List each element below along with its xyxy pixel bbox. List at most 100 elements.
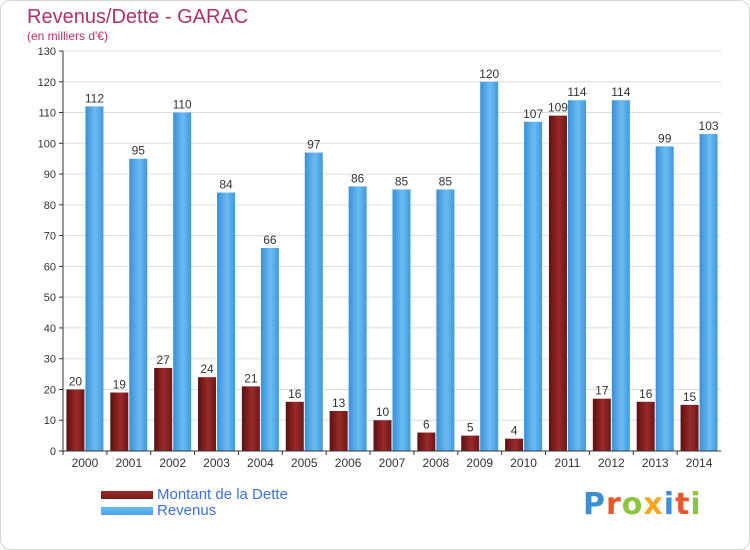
x-tick-label: 2014: [686, 456, 713, 470]
y-tick-label: 0: [50, 446, 56, 458]
proxiti-logo: Proxiti: [583, 487, 702, 522]
y-tick-label: 70: [44, 231, 56, 243]
x-tick-label: 2013: [642, 456, 669, 470]
chart-subtitle: (en milliers d'€): [27, 29, 108, 43]
bar-revenue-2010: [524, 121, 543, 452]
data-label-revenue-2009: 120: [479, 67, 499, 81]
x-tick-label: 2008: [423, 456, 450, 470]
data-label-debt-2010: 4: [511, 424, 518, 438]
bar-debt-2013: [636, 401, 655, 451]
data-label-debt-2006: 13: [332, 396, 346, 410]
data-label-revenue-2010: 107: [523, 107, 543, 121]
bar-debt-2007: [373, 420, 392, 451]
y-tick-label: 130: [38, 46, 56, 58]
data-label-revenue-2005: 97: [307, 138, 321, 152]
x-tick-label: 2009: [466, 456, 493, 470]
bar-revenue-2000: [85, 106, 104, 451]
x-tick-label: 2007: [379, 456, 406, 470]
y-tick-label: 80: [44, 200, 56, 212]
bar-revenue-2002: [173, 112, 192, 452]
logo-letter: o: [621, 487, 644, 522]
data-label-revenue-2011: 114: [567, 85, 586, 99]
data-label-debt-2013: 16: [639, 387, 653, 401]
y-tick-label: 40: [44, 323, 56, 335]
bar-debt-2006: [329, 411, 348, 451]
x-tick-label: 2006: [335, 456, 362, 470]
x-tick-label: 2011: [555, 456, 581, 470]
bar-revenue-2003: [217, 192, 236, 452]
data-label-revenue-2008: 85: [439, 174, 453, 188]
data-label-debt-2001: 19: [113, 378, 127, 392]
bar-debt-2003: [198, 377, 217, 451]
y-tick-label: 20: [44, 384, 56, 396]
bar-debt-2009: [461, 435, 480, 451]
bar-debt-2002: [154, 367, 173, 451]
data-label-debt-2007: 10: [376, 405, 390, 419]
bar-debt-2014: [680, 404, 699, 451]
bar-revenue-2005: [304, 152, 323, 452]
data-label-debt-2002: 27: [156, 353, 170, 367]
y-tick-label: 30: [44, 354, 56, 366]
bar-revenue-2006: [348, 186, 367, 451]
legend-label-debt: Montant de la Dette: [157, 486, 288, 503]
bar-revenue-2007: [392, 189, 411, 451]
y-tick-label: 10: [44, 415, 56, 427]
bar-revenue-2013: [655, 146, 674, 451]
bar-revenue-2004: [260, 247, 279, 451]
data-label-debt-2004: 21: [244, 371, 258, 385]
data-label-revenue-2006: 86: [351, 171, 365, 185]
bar-debt-2000: [66, 389, 85, 451]
data-label-revenue-2013: 99: [658, 131, 672, 145]
data-label-debt-2003: 24: [200, 362, 214, 376]
y-tick-label: 120: [38, 77, 56, 89]
x-tick-label: 2000: [72, 456, 99, 470]
data-label-debt-2008: 6: [423, 418, 430, 432]
data-label-debt-2011: 109: [548, 101, 568, 115]
bar-revenue-2009: [480, 81, 499, 452]
logo-letter: i: [663, 487, 676, 522]
x-tick-label: 2001: [115, 456, 142, 470]
bar-revenue-2011: [567, 100, 586, 451]
bar-debt-2008: [417, 432, 436, 451]
logo-letter: P: [583, 487, 606, 522]
y-tick-label: 100: [38, 138, 56, 150]
chart-title: Revenus/Dette - GARAC: [27, 6, 249, 28]
bar-debt-2005: [285, 401, 304, 451]
x-tick-label: 2004: [247, 456, 274, 470]
logo-letter: r: [606, 487, 622, 522]
bar-debt-2010: [505, 438, 524, 451]
x-tick-label: 2012: [598, 456, 625, 470]
bar-debt-2001: [110, 392, 129, 451]
data-label-revenue-2014: 103: [699, 119, 719, 133]
data-label-revenue-2001: 95: [132, 144, 146, 158]
bar-revenue-2014: [699, 134, 718, 452]
logo-letter: x: [643, 487, 664, 522]
data-label-revenue-2003: 84: [219, 178, 233, 192]
legend-swatch-revenue: [101, 507, 153, 515]
data-label-debt-2014: 15: [683, 390, 697, 404]
logo-letter: t: [675, 487, 691, 522]
data-label-debt-2000: 20: [69, 374, 83, 388]
logo-letter: i: [690, 487, 702, 522]
bar-debt-2011: [548, 115, 567, 451]
x-tick-label: 2005: [291, 456, 318, 470]
legend-label-revenue: Revenus: [157, 502, 217, 519]
y-tick-label: 90: [44, 169, 56, 181]
bar-debt-2004: [241, 386, 260, 451]
x-tick-label: 2010: [510, 456, 537, 470]
x-tick-label: 2002: [159, 456, 186, 470]
x-tick-label: 2003: [203, 456, 230, 470]
data-label-revenue-2007: 85: [395, 174, 409, 188]
data-label-revenue-2012: 114: [611, 85, 630, 99]
y-tick-label: 50: [44, 292, 56, 304]
bar-revenue-2012: [611, 100, 630, 451]
y-tick-label: 110: [38, 108, 56, 120]
data-label-revenue-2004: 66: [263, 233, 277, 247]
bar-revenue-2008: [436, 189, 455, 451]
data-label-debt-2005: 16: [288, 387, 302, 401]
data-label-debt-2009: 5: [467, 421, 474, 435]
bar-revenue-2001: [129, 158, 148, 451]
bar-debt-2012: [592, 398, 611, 451]
